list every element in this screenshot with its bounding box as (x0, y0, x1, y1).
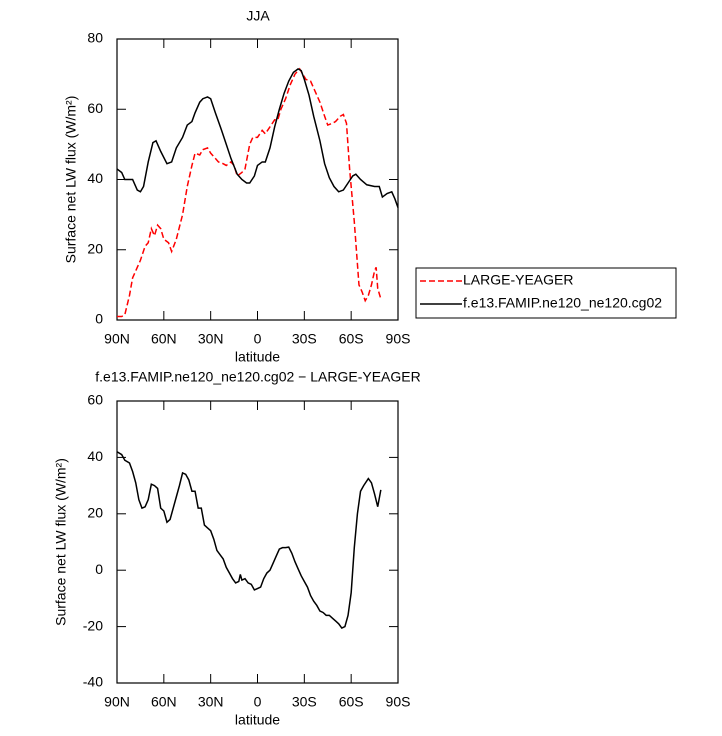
y-tick-label: -20 (83, 617, 103, 633)
x-tick-label: 90S (386, 694, 411, 710)
x-tick-label: 90N (104, 331, 130, 347)
data-line (117, 67, 382, 318)
y-tick-label: 0 (95, 311, 103, 327)
y-tick-label: 0 (95, 561, 103, 577)
legend-box (415, 267, 677, 319)
chart-title: JJA (246, 8, 270, 24)
x-tick-label: 0 (254, 694, 262, 710)
x-tick-label: 60S (339, 694, 364, 710)
y-tick-label: 60 (87, 100, 103, 116)
x-tick-label: 90N (104, 694, 130, 710)
legend-label: LARGE-YEAGER (463, 272, 573, 288)
y-axis-label: Surface net LW flux (W/m²) (53, 458, 69, 626)
y-tick-label: 40 (87, 170, 103, 186)
y-tick-label: 20 (87, 505, 103, 521)
x-tick-label: 0 (254, 331, 262, 347)
y-tick-label: 80 (87, 30, 103, 46)
x-axis-label: latitude (235, 349, 280, 365)
x-tick-label: 30N (198, 331, 224, 347)
plot-frame (116, 38, 399, 321)
y-axis-label: Surface net LW flux (W/m²) (63, 96, 79, 264)
chart-title: f.e13.FAMIP.ne120_ne120.cg02 − LARGE-YEA… (95, 369, 420, 385)
y-tick-label: 40 (87, 448, 103, 464)
x-tick-label: 30S (292, 694, 317, 710)
x-tick-label: 30S (292, 331, 317, 347)
data-line (116, 451, 382, 629)
data-line (116, 67, 399, 208)
y-tick-label: 20 (87, 240, 103, 256)
x-tick-label: 90S (386, 331, 411, 347)
x-tick-label: 60S (339, 331, 364, 347)
y-tick-label: 60 (87, 392, 103, 408)
plot-frame (116, 400, 399, 684)
x-axis-label: latitude (235, 712, 280, 728)
x-tick-label: 60N (151, 694, 177, 710)
y-tick-label: -40 (83, 674, 103, 690)
legend-label: f.e13.FAMIP.ne120_ne120.cg02 (463, 295, 662, 311)
x-tick-label: 30N (198, 694, 224, 710)
x-tick-label: 60N (151, 331, 177, 347)
